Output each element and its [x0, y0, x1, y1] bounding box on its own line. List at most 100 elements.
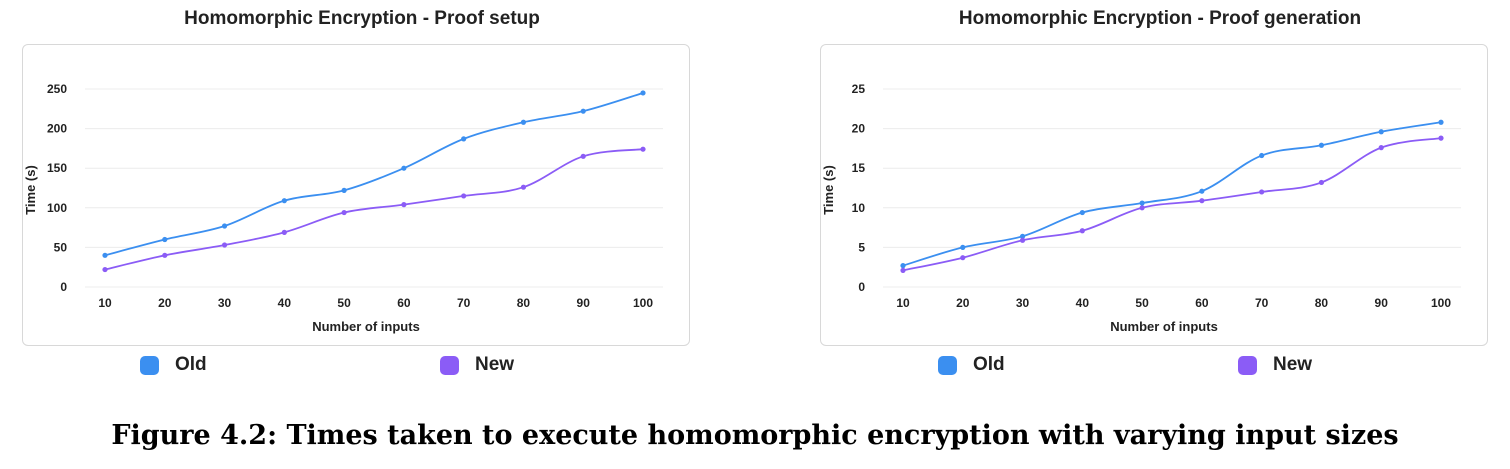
x-tick-label: 30	[1016, 296, 1030, 310]
data-point-old	[1199, 188, 1205, 194]
y-tick-label: 0	[858, 280, 865, 294]
x-axis-label: Number of inputs	[312, 319, 420, 334]
x-tick-label: 40	[1076, 296, 1090, 310]
data-point-new	[580, 153, 586, 159]
data-point-old	[1079, 209, 1085, 216]
x-tick-label: 20	[956, 296, 970, 310]
chart-title: Homomorphic Encryption - Proof generatio…	[958, 8, 1362, 29]
plot-area: 0 50 100 150 200 250 10 20 30 40 50 60 70 80 90 100 Numb…	[23, 82, 663, 334]
x-axis-label: Number of inputs	[1110, 319, 1218, 334]
data-point-new	[1079, 228, 1085, 234]
data-point-new	[401, 202, 407, 208]
data-point-old	[1378, 129, 1384, 135]
x-tick-label: 10	[98, 296, 112, 310]
data-point-old	[341, 187, 347, 193]
data-point-old	[900, 263, 906, 269]
chart-legend: Old New	[820, 354, 1500, 384]
legend-label-old: Old	[973, 354, 1005, 375]
chart-frame: 0 50 100 150 200 250 10 20 30 40 50 60 70 80 90 100 Numb…	[22, 44, 690, 346]
data-point-old	[221, 223, 228, 229]
series-line-old	[902, 121, 1442, 267]
data-point-new	[1318, 179, 1325, 186]
x-tick-label: 20	[158, 296, 172, 310]
x-tick-label: 70	[1255, 296, 1269, 310]
data-point-old	[461, 136, 467, 142]
data-point-new	[520, 184, 527, 190]
y-tick-label: 150	[47, 161, 67, 175]
data-point-new	[900, 267, 906, 273]
data-point-old	[1019, 233, 1026, 239]
data-point-old	[1139, 200, 1145, 206]
legend-item-old[interactable]: Old	[938, 354, 1005, 376]
y-axis-label: Time (s)	[23, 165, 38, 215]
x-tick-label: 80	[1315, 296, 1329, 310]
proof-generation-chart: Homomorphic Encryption - Proof generatio…	[820, 0, 1500, 400]
series-line-old	[104, 92, 644, 257]
data-point-new	[1259, 189, 1265, 195]
data-point-old	[1438, 119, 1444, 125]
proof-setup-chart: Homomorphic Encryption - Proof setup 0 50…	[22, 0, 702, 400]
legend-swatch-old	[938, 355, 957, 375]
y-tick-label: 5	[858, 240, 865, 254]
data-point-new	[640, 146, 646, 152]
x-tick-label: 90	[1375, 296, 1389, 310]
chart-frame: 0 5 10 15 20 25 10 20 30 40 50 60 70 80 90 100 Number of…	[820, 44, 1488, 346]
chart-title: Homomorphic Encryption - Proof setup	[184, 8, 540, 29]
y-tick-label: 0	[60, 280, 67, 294]
x-tick-label: 70	[457, 296, 471, 310]
legend-swatch-new	[440, 355, 459, 375]
data-point-old	[281, 198, 287, 204]
y-tick-label: 15	[852, 161, 866, 175]
data-point-new	[102, 266, 108, 273]
data-point-old	[580, 108, 586, 114]
data-point-old	[1318, 142, 1325, 148]
legend-swatch-new	[1238, 355, 1257, 375]
data-point-new	[221, 242, 228, 248]
data-point-new	[461, 193, 467, 199]
x-tick-label: 90	[577, 296, 591, 310]
legend-label-old: Old	[175, 354, 207, 375]
x-tick-label: 50	[1135, 296, 1149, 310]
x-tick-label: 60	[397, 296, 411, 310]
x-tick-label: 100	[633, 296, 653, 310]
data-point-old	[960, 244, 966, 250]
x-tick-label: 10	[896, 296, 910, 310]
data-point-new	[281, 229, 287, 235]
data-point-new	[341, 209, 347, 216]
data-point-old	[520, 119, 527, 125]
y-axis-label: Time (s)	[821, 165, 836, 215]
data-point-new	[1139, 205, 1145, 211]
x-tick-label: 100	[1431, 296, 1451, 310]
legend-label-new: New	[1273, 354, 1313, 375]
x-tick-label: 30	[218, 296, 232, 310]
figure-caption: Figure 4.2: Times taken to execute homom…	[111, 420, 1399, 451]
plot-area: 0 5 10 15 20 25 10 20 30 40 50 60 70 80 90 100 Number of…	[821, 82, 1461, 334]
data-point-new	[1199, 198, 1205, 204]
series-line-new	[902, 137, 1442, 272]
x-tick-label: 60	[1195, 296, 1209, 310]
data-point-old	[102, 252, 108, 258]
chart-legend: Old New	[22, 354, 702, 384]
y-tick-label: 100	[47, 201, 67, 215]
y-tick-label: 10	[852, 201, 866, 215]
data-point-new	[1438, 135, 1444, 141]
x-tick-label: 80	[517, 296, 531, 310]
data-point-new	[960, 255, 966, 261]
data-point-new	[1378, 145, 1384, 151]
legend-label-new: New	[475, 354, 515, 375]
y-tick-label: 200	[47, 122, 67, 136]
legend-item-old[interactable]: Old	[140, 354, 207, 376]
y-tick-label: 250	[47, 82, 67, 96]
legend-item-new[interactable]: New	[1238, 354, 1312, 376]
data-point-old	[401, 165, 407, 171]
data-point-new	[162, 252, 168, 258]
series-line-new	[104, 148, 644, 271]
y-tick-label: 50	[54, 240, 68, 254]
data-point-old	[162, 236, 168, 243]
legend-item-new[interactable]: New	[440, 354, 514, 376]
data-point-old	[1259, 152, 1265, 159]
y-tick-label: 25	[852, 82, 866, 96]
x-tick-label: 40	[278, 296, 292, 310]
data-point-new	[1019, 237, 1026, 243]
x-tick-label: 50	[337, 296, 351, 310]
